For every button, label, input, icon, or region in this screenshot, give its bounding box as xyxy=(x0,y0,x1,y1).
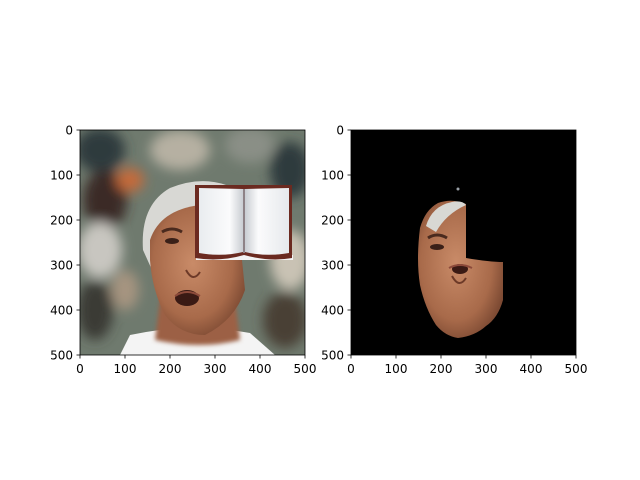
right-y-tick-label: 300 xyxy=(321,259,344,273)
segmentation-result xyxy=(351,130,576,355)
left-x-tick-label: 500 xyxy=(294,362,317,376)
right-y-tick-label: 100 xyxy=(321,169,344,183)
right-x-tick-label: 300 xyxy=(475,362,498,376)
right-x-tick-label: 100 xyxy=(385,362,408,376)
right-y-tick-label: 200 xyxy=(321,214,344,228)
right-axes-frame xyxy=(350,129,577,356)
left-y-tick-label: 400 xyxy=(50,304,73,318)
left-y-tick-label: 200 xyxy=(50,214,73,228)
right-x-tick-label: 500 xyxy=(565,362,588,376)
left-x-tick-label: 0 xyxy=(76,362,84,376)
left-y-tick-label: 500 xyxy=(50,349,73,363)
left-y-tick-label: 0 xyxy=(65,124,73,138)
photo xyxy=(80,130,305,355)
book-overlay xyxy=(195,185,293,260)
right-x-tick-label: 0 xyxy=(347,362,355,376)
left-x-tick-label: 400 xyxy=(249,362,272,376)
right-x-tick-label: 400 xyxy=(520,362,543,376)
right-x-tick-label: 200 xyxy=(430,362,453,376)
right-y-tick-label: 0 xyxy=(336,124,344,138)
left-x-tick-label: 200 xyxy=(159,362,182,376)
left-axes-frame xyxy=(79,129,306,356)
right-y-tick-label: 400 xyxy=(321,304,344,318)
left-x-tick-label: 100 xyxy=(114,362,137,376)
left-x-tick-label: 300 xyxy=(204,362,227,376)
right-y-tick-label: 500 xyxy=(321,349,344,363)
left-y-tick-label: 300 xyxy=(50,259,73,273)
left-y-tick-label: 100 xyxy=(50,169,73,183)
